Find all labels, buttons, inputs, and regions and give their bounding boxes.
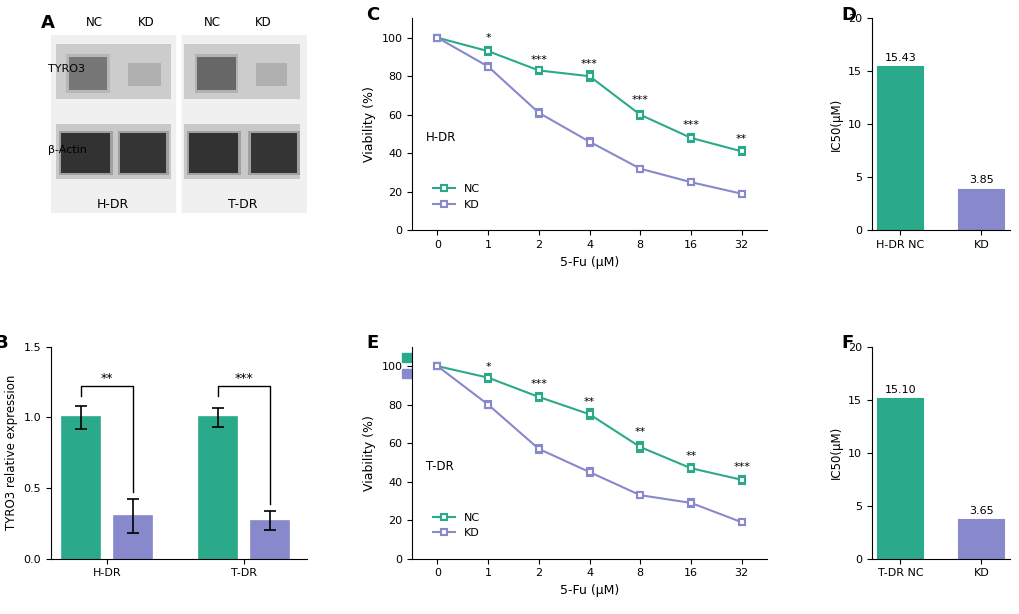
Text: H-DR: H-DR bbox=[426, 131, 457, 144]
Bar bbox=[66, 55, 110, 93]
Bar bbox=[199, 418, 237, 559]
Bar bbox=[248, 131, 300, 175]
Bar bbox=[56, 125, 171, 179]
Bar bbox=[186, 131, 240, 175]
Text: KD: KD bbox=[255, 16, 272, 29]
Text: ***: *** bbox=[530, 55, 547, 64]
Legend: NC, KD: NC, KD bbox=[397, 348, 442, 384]
Text: ***: *** bbox=[234, 372, 254, 385]
Y-axis label: Viability (%): Viability (%) bbox=[363, 415, 375, 491]
Bar bbox=[114, 516, 152, 559]
Bar bbox=[117, 131, 169, 175]
X-axis label: 5-Fu (μM): 5-Fu (μM) bbox=[559, 584, 619, 597]
Text: 15.10: 15.10 bbox=[883, 384, 915, 395]
X-axis label: 5-Fu (μM): 5-Fu (μM) bbox=[559, 255, 619, 268]
Text: KD: KD bbox=[138, 16, 154, 29]
Bar bbox=[958, 190, 1003, 230]
Y-axis label: IC50(μM): IC50(μM) bbox=[828, 98, 842, 151]
Bar bbox=[877, 67, 922, 230]
Bar bbox=[120, 133, 166, 173]
Text: H-DR: H-DR bbox=[96, 198, 128, 211]
Bar bbox=[184, 125, 300, 179]
Legend: NC, KD: NC, KD bbox=[428, 180, 484, 214]
Y-axis label: IC50(μM): IC50(μM) bbox=[828, 426, 842, 480]
Text: *: * bbox=[485, 362, 490, 372]
Text: ***: *** bbox=[733, 462, 749, 472]
Text: E: E bbox=[366, 334, 378, 352]
Text: C: C bbox=[366, 6, 379, 24]
Text: **: ** bbox=[685, 451, 696, 460]
Y-axis label: TYRO3 relative expression: TYRO3 relative expression bbox=[5, 375, 18, 530]
Text: ***: *** bbox=[581, 58, 597, 69]
Bar bbox=[190, 133, 237, 173]
Bar bbox=[56, 44, 171, 99]
Text: *: * bbox=[485, 33, 490, 44]
Text: T-DR: T-DR bbox=[426, 460, 453, 473]
Text: D: D bbox=[841, 6, 856, 24]
Bar bbox=[958, 520, 1003, 559]
Bar bbox=[127, 63, 161, 86]
Text: ***: *** bbox=[530, 379, 547, 389]
Legend: NC, KD: NC, KD bbox=[428, 508, 484, 543]
Bar bbox=[62, 418, 100, 559]
Text: 3.65: 3.65 bbox=[968, 506, 993, 516]
Bar bbox=[195, 55, 237, 93]
Bar bbox=[251, 133, 297, 173]
Text: 3.85: 3.85 bbox=[968, 175, 993, 185]
Text: **: ** bbox=[583, 397, 594, 406]
Text: TYRO3: TYRO3 bbox=[48, 64, 86, 74]
Y-axis label: Viability (%): Viability (%) bbox=[363, 87, 375, 162]
Bar bbox=[184, 44, 300, 99]
Text: ***: *** bbox=[682, 120, 699, 130]
Bar bbox=[251, 521, 289, 559]
Text: NC: NC bbox=[204, 16, 221, 29]
Text: F: F bbox=[841, 334, 853, 352]
Text: **: ** bbox=[101, 372, 113, 385]
Text: **: ** bbox=[736, 134, 747, 144]
Text: T-DR: T-DR bbox=[228, 198, 258, 211]
Bar bbox=[59, 131, 112, 175]
Text: 15.43: 15.43 bbox=[883, 53, 915, 63]
Bar bbox=[256, 63, 286, 86]
Bar bbox=[61, 133, 110, 173]
Bar bbox=[69, 56, 107, 90]
Text: B: B bbox=[0, 334, 8, 352]
Bar bbox=[197, 56, 235, 90]
Bar bbox=[51, 36, 307, 213]
Text: ***: *** bbox=[631, 95, 648, 105]
Text: β-Actin: β-Actin bbox=[48, 145, 88, 155]
Bar bbox=[877, 398, 922, 559]
Text: A: A bbox=[41, 14, 55, 32]
Text: **: ** bbox=[634, 427, 645, 437]
Text: NC: NC bbox=[86, 16, 103, 29]
